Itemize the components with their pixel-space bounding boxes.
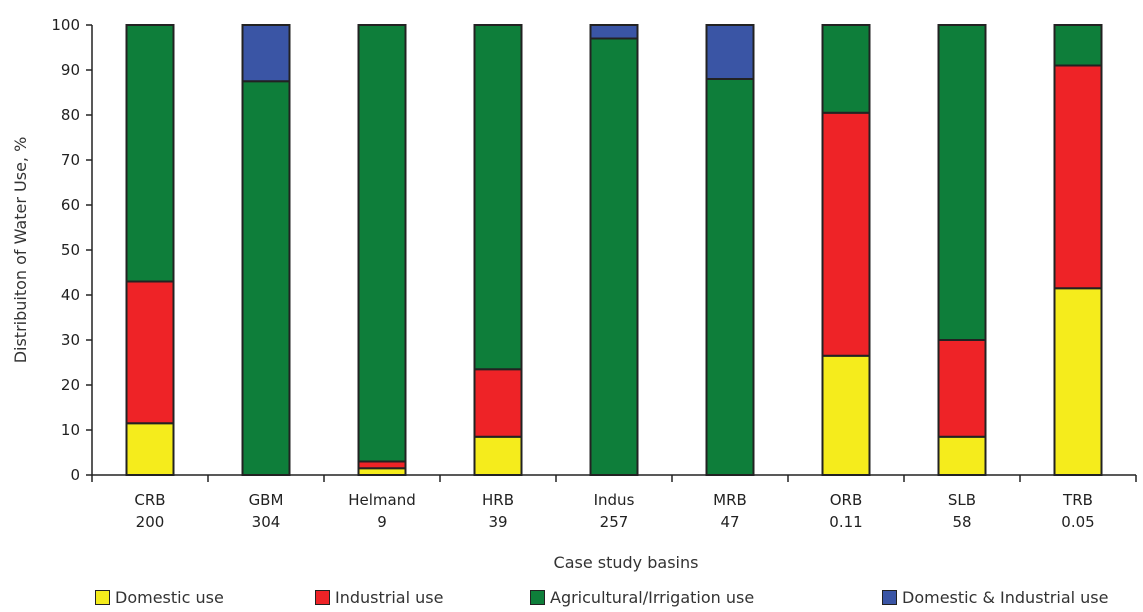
bar-segment xyxy=(125,280,175,425)
legend-swatch xyxy=(95,590,110,605)
bar-segment xyxy=(1053,24,1103,67)
x-tick-sublabel: 47 xyxy=(720,513,739,531)
bar-segment xyxy=(705,24,755,80)
y-axis-title: Distribuiton of Water Use, % xyxy=(11,137,30,364)
legend-label: Domestic use xyxy=(115,588,224,607)
x-tick-sublabel: 0.11 xyxy=(829,513,862,531)
bar-segment xyxy=(473,24,523,371)
bar-segment xyxy=(1053,64,1103,290)
legend: Domestic use Industrial use Agricultural/I… xyxy=(0,588,1143,612)
legend-swatch xyxy=(882,590,897,605)
legend-swatch xyxy=(530,590,545,605)
x-tick-label: HRB xyxy=(482,491,514,509)
legend-label: Domestic & Industrial use xyxy=(902,588,1109,607)
y-tick-label: 20 xyxy=(61,376,80,394)
bar-segment xyxy=(937,24,987,341)
x-tick-label: MRB xyxy=(713,491,747,509)
x-axis: CRB 200 GBM 304 Helmand 9 HRB 39 Indus 257 MRB 47 OR… xyxy=(91,474,1137,531)
bar-segment xyxy=(937,435,987,476)
x-tick-sublabel: 304 xyxy=(252,513,281,531)
legend-item: Agricultural/Irrigation use xyxy=(530,588,754,607)
bar-segment xyxy=(473,368,523,438)
bar-stack-gbm xyxy=(241,24,291,476)
bar-segment xyxy=(589,37,639,476)
bar-segment xyxy=(357,460,407,470)
bar-segment xyxy=(125,24,175,283)
y-axis: 0 10 20 30 40 50 60 70 80 90 100 xyxy=(51,16,93,484)
bar-stack-crb xyxy=(125,24,175,476)
bar-stack-trb xyxy=(1053,24,1103,476)
y-tick-label: 40 xyxy=(61,286,80,304)
bar-segment xyxy=(821,24,871,114)
x-tick-label: GBM xyxy=(249,491,284,509)
x-tick-label: CRB xyxy=(134,491,165,509)
x-tick-sublabel: 200 xyxy=(136,513,165,531)
y-tick-label: 80 xyxy=(61,106,80,124)
x-tick-label: SLB xyxy=(948,491,976,509)
legend-item: Industrial use xyxy=(315,588,443,607)
bar-stack-indus xyxy=(589,24,639,476)
bar-segment xyxy=(241,24,291,83)
bar-segment xyxy=(1053,287,1103,476)
bar-segment xyxy=(821,354,871,476)
legend-label: Agricultural/Irrigation use xyxy=(550,588,755,607)
bar-segment xyxy=(357,467,407,476)
y-tick-label: 70 xyxy=(61,151,80,169)
bar-stack-slb xyxy=(937,24,987,476)
stacked-bar-chart: 0 10 20 30 40 50 60 70 80 90 100 CRB 200 GBM 304 Helma… xyxy=(11,16,1137,572)
x-tick-sublabel: 39 xyxy=(488,513,507,531)
y-tick-label: 0 xyxy=(70,466,80,484)
bar-stack-orb xyxy=(821,24,871,476)
x-tick-label: Indus xyxy=(594,491,635,509)
bar-segment xyxy=(241,80,291,476)
x-tick-label: Helmand xyxy=(348,491,416,509)
bar-segment xyxy=(705,78,755,476)
bar-segment xyxy=(937,339,987,438)
x-tick-label: TRB xyxy=(1062,491,1093,509)
y-tick-label: 30 xyxy=(61,331,80,349)
x-tick-sublabel: 9 xyxy=(377,513,387,531)
bar-segment xyxy=(589,24,639,40)
y-tick-label: 60 xyxy=(61,196,80,214)
bar-segment xyxy=(821,111,871,357)
bar-stack-helmand xyxy=(357,24,407,476)
y-tick-label: 10 xyxy=(61,421,80,439)
y-tick-label: 90 xyxy=(61,61,80,79)
legend-label: Industrial use xyxy=(335,588,444,607)
y-tick-label: 50 xyxy=(61,241,80,259)
x-tick-sublabel: 58 xyxy=(952,513,971,531)
x-axis-title: Case study basins xyxy=(554,553,699,572)
bar-segment xyxy=(125,422,175,476)
bar-segment xyxy=(473,435,523,476)
x-tick-sublabel: 0.05 xyxy=(1061,513,1094,531)
x-tick-sublabel: 257 xyxy=(600,513,629,531)
bar-segment xyxy=(357,24,407,463)
bar-stack-mrb xyxy=(705,24,755,476)
legend-swatch xyxy=(315,590,330,605)
x-tick-label: ORB xyxy=(830,491,863,509)
bars xyxy=(125,24,1103,476)
y-tick-label: 100 xyxy=(51,16,80,34)
legend-item: Domestic use xyxy=(95,588,224,607)
legend-item: Domestic & Industrial use xyxy=(882,588,1108,607)
bar-stack-hrb xyxy=(473,24,523,476)
